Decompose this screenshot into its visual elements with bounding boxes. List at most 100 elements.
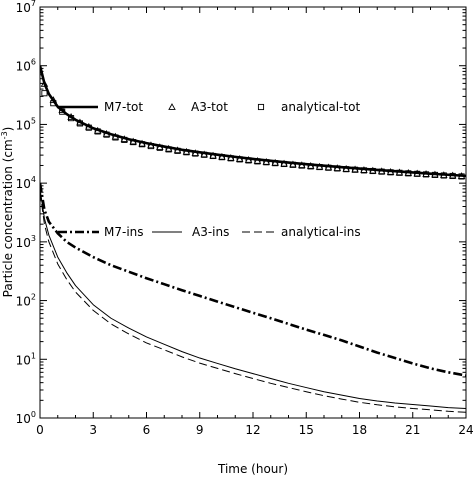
series-group bbox=[40, 65, 466, 413]
x-axis-title: Time (hour) bbox=[217, 462, 288, 476]
x-tick-label: 18 bbox=[352, 423, 367, 437]
data-point-analytical-tot bbox=[334, 165, 341, 172]
data-point-analytical-tot bbox=[103, 131, 110, 138]
data-point-a3-tot bbox=[93, 126, 102, 134]
data-point-analytical-tot bbox=[59, 108, 66, 115]
data-point-analytical-tot bbox=[352, 166, 359, 173]
data-point-a3-tot bbox=[49, 96, 58, 103]
data-point-analytical-tot bbox=[192, 150, 199, 157]
y-tick-label-exp: 3 bbox=[31, 234, 36, 243]
data-point-a3-tot bbox=[422, 170, 430, 177]
x-tick-label: 9 bbox=[196, 423, 204, 437]
data-point-a3-tot bbox=[147, 141, 155, 149]
legend-swatch-a3-tot bbox=[168, 103, 176, 110]
data-point-a3-tot bbox=[191, 149, 200, 157]
data-point-a3-tot bbox=[111, 132, 120, 140]
y-tick-label-base: 10 bbox=[16, 1, 31, 15]
y-tick-label-base: 10 bbox=[16, 60, 31, 74]
y-tick-label-base: 10 bbox=[16, 412, 31, 426]
data-point-a3-tot bbox=[209, 151, 217, 159]
data-point-analytical-tot bbox=[201, 151, 208, 158]
data-point-a3-tot bbox=[156, 143, 164, 151]
series-line-m7-ins bbox=[40, 182, 466, 377]
data-point-a3-tot bbox=[351, 165, 359, 173]
data-point-analytical-tot bbox=[236, 156, 243, 163]
y-tick-label-base: 10 bbox=[16, 353, 31, 367]
y-tick-label-base: 10 bbox=[16, 118, 31, 132]
legend-label-a3-tot: A3-tot bbox=[191, 100, 228, 114]
data-point-a3-tot bbox=[262, 157, 271, 165]
data-point-analytical-tot bbox=[396, 169, 403, 176]
data-point-a3-tot bbox=[218, 152, 226, 160]
y-tick-label: 100 bbox=[16, 410, 36, 426]
legend-group: M7-tot A3-tot analytical-tot M7-ins A3-ins an… bbox=[57, 100, 361, 239]
data-point-a3-tot bbox=[324, 163, 333, 171]
data-point-analytical-tot bbox=[449, 172, 456, 180]
y-tick-label-exp: 2 bbox=[31, 293, 36, 302]
legend-label-analytical-ins: analytical-ins bbox=[281, 225, 361, 239]
data-point-a3-tot bbox=[120, 135, 129, 143]
data-point-analytical-tot bbox=[298, 162, 305, 169]
data-point-analytical-tot bbox=[369, 167, 376, 175]
data-point-analytical-tot bbox=[165, 146, 172, 153]
data-point-analytical-tot bbox=[254, 158, 261, 165]
data-point-a3-tot bbox=[200, 150, 208, 158]
data-point-analytical-tot bbox=[343, 166, 350, 173]
y-tick-label-exp: 0 bbox=[31, 410, 36, 419]
data-point-analytical-tot bbox=[458, 173, 465, 180]
data-point-analytical-tot bbox=[147, 143, 154, 150]
data-point-analytical-tot bbox=[50, 100, 57, 107]
data-point-a3-tot bbox=[413, 169, 421, 177]
data-point-a3-tot bbox=[85, 122, 93, 130]
x-tick-label: 24 bbox=[458, 423, 473, 437]
y-tick-label: 105 bbox=[16, 116, 36, 132]
data-point-analytical-tot bbox=[325, 164, 332, 171]
y-tick-label-exp: 7 bbox=[31, 0, 36, 8]
series-line-analytical-ins bbox=[40, 192, 466, 413]
data-point-a3-tot bbox=[227, 153, 235, 161]
data-point-analytical-tot bbox=[431, 171, 438, 178]
series-line-a3-ins bbox=[40, 188, 466, 410]
y-axis-title: Particle concentration (cm-3) bbox=[0, 127, 15, 298]
x-tick-label: 15 bbox=[299, 423, 314, 437]
data-point-analytical-tot bbox=[414, 170, 421, 177]
x-tick-label: 3 bbox=[89, 423, 97, 437]
data-point-analytical-tot bbox=[440, 172, 447, 179]
data-point-a3-tot bbox=[102, 129, 111, 137]
data-point-analytical-tot bbox=[263, 159, 270, 166]
data-point-analytical-tot bbox=[289, 161, 296, 168]
data-point-a3-tot bbox=[342, 164, 350, 172]
x-tick-label: 12 bbox=[245, 423, 260, 437]
data-point-analytical-tot bbox=[245, 157, 252, 164]
y-axis-title-main: Particle concentration (cm bbox=[1, 139, 15, 297]
data-point-a3-tot bbox=[67, 113, 75, 120]
data-point-a3-tot bbox=[448, 171, 457, 179]
data-point-analytical-tot bbox=[272, 160, 279, 167]
series-line-m7-tot bbox=[40, 65, 466, 178]
data-point-analytical-tot bbox=[76, 120, 83, 127]
data-point-a3-tot bbox=[235, 155, 244, 162]
data-point-a3-tot bbox=[386, 168, 395, 175]
data-point-a3-tot bbox=[369, 166, 377, 174]
data-point-a3-tot bbox=[173, 146, 182, 154]
x-tick-label: 6 bbox=[143, 423, 151, 437]
data-point-analytical-tot bbox=[405, 170, 412, 177]
data-point-a3-tot bbox=[289, 160, 297, 168]
data-point-analytical-tot bbox=[121, 136, 128, 143]
data-point-a3-tot bbox=[164, 144, 173, 152]
data-point-a3-tot bbox=[271, 158, 279, 166]
y-tick-label-exp: 6 bbox=[31, 58, 36, 67]
data-point-analytical-tot bbox=[68, 115, 75, 122]
data-point-a3-tot bbox=[129, 137, 137, 145]
data-point-a3-tot bbox=[395, 168, 404, 176]
data-point-a3-tot bbox=[298, 161, 306, 169]
legend-label-m7-ins: M7-ins bbox=[104, 225, 144, 239]
data-point-analytical-tot bbox=[94, 128, 101, 135]
data-point-a3-tot bbox=[138, 139, 146, 147]
data-point-analytical-tot bbox=[210, 152, 217, 160]
data-point-analytical-tot bbox=[378, 168, 385, 175]
y-tick-label: 101 bbox=[16, 351, 36, 367]
data-point-a3-tot bbox=[431, 170, 439, 178]
